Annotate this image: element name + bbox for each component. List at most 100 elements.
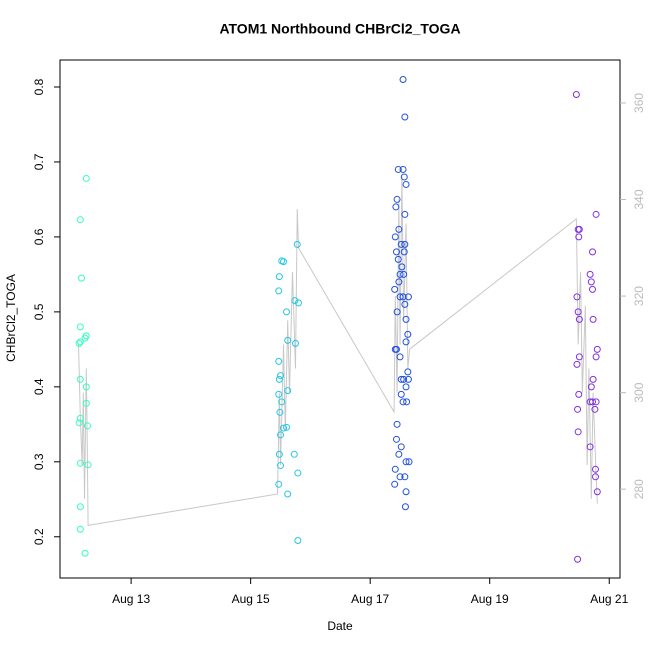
- point: [294, 469, 302, 477]
- point: [82, 383, 90, 391]
- point: [391, 285, 399, 293]
- point: [404, 330, 412, 338]
- point: [294, 299, 302, 307]
- point: [575, 225, 583, 233]
- point: [574, 405, 582, 413]
- point: [84, 461, 92, 469]
- point: [401, 300, 409, 308]
- point: [574, 308, 582, 316]
- point: [82, 399, 90, 407]
- point: [405, 458, 413, 466]
- point: [399, 398, 407, 406]
- point: [402, 338, 410, 346]
- point: [82, 174, 90, 182]
- point: [391, 233, 399, 241]
- point: [402, 488, 410, 496]
- y-tick-label: 0.6: [32, 228, 46, 245]
- point: [277, 431, 285, 439]
- point: [397, 375, 405, 383]
- point: [404, 293, 412, 301]
- point: [284, 490, 292, 498]
- point: [275, 287, 283, 295]
- point: [393, 420, 401, 428]
- point: [592, 398, 600, 406]
- point: [395, 278, 403, 286]
- point: [275, 450, 283, 458]
- point: [401, 503, 409, 511]
- point: [391, 465, 399, 473]
- point: [76, 459, 84, 467]
- point: [277, 462, 285, 470]
- x-tick-label: Aug 15: [232, 592, 270, 606]
- point: [593, 488, 601, 496]
- point: [391, 480, 399, 488]
- point: [275, 390, 283, 398]
- point: [404, 368, 412, 376]
- y2-tick-label: 340: [632, 189, 646, 209]
- point: [397, 240, 405, 248]
- point: [575, 353, 583, 361]
- point: [575, 315, 583, 323]
- point: [396, 353, 404, 361]
- y2-tick-label: 280: [632, 479, 646, 499]
- point: [400, 270, 408, 278]
- point: [394, 255, 402, 263]
- point: [277, 372, 285, 380]
- point: [396, 473, 404, 481]
- point: [589, 248, 597, 256]
- point: [76, 216, 84, 224]
- line: [78, 175, 598, 526]
- point: [587, 278, 595, 286]
- point: [400, 248, 408, 256]
- point: [294, 537, 302, 545]
- point: [76, 375, 84, 383]
- point: [276, 408, 284, 416]
- point: [394, 165, 402, 173]
- point: [291, 297, 299, 305]
- point: [592, 210, 600, 218]
- point: [283, 308, 291, 316]
- point: [575, 390, 583, 398]
- point: [592, 353, 600, 361]
- point: [395, 450, 403, 458]
- point: [402, 180, 410, 188]
- point: [76, 414, 84, 422]
- point: [396, 293, 404, 301]
- point: [392, 248, 400, 256]
- point: [586, 443, 594, 451]
- point: [573, 293, 581, 301]
- point: [291, 339, 299, 347]
- point: [275, 375, 283, 383]
- x-tick-label: Aug 21: [590, 592, 628, 606]
- y2-tick-label: 320: [632, 286, 646, 306]
- point: [81, 334, 89, 342]
- y-tick-label: 0.8: [32, 78, 46, 95]
- point: [280, 258, 288, 266]
- point: [402, 315, 410, 323]
- point: [396, 270, 404, 278]
- point: [284, 387, 292, 395]
- x-tick-label: Aug 13: [112, 592, 150, 606]
- point: [589, 285, 597, 293]
- y-tick-label: 0.2: [32, 528, 46, 545]
- point: [575, 233, 583, 241]
- y-tick-label: 0.3: [32, 453, 46, 470]
- point: [402, 383, 410, 391]
- point: [574, 428, 582, 436]
- point: [280, 424, 288, 432]
- y-tick-label: 0.7: [32, 153, 46, 170]
- point: [587, 383, 595, 391]
- point: [589, 375, 597, 383]
- point: [392, 435, 400, 443]
- point: [81, 549, 89, 557]
- point: [589, 315, 597, 323]
- point: [393, 195, 401, 203]
- point: [404, 375, 412, 383]
- y2-tick-label: 300: [632, 382, 646, 402]
- point: [397, 443, 405, 451]
- point: [293, 240, 301, 248]
- point: [76, 323, 84, 331]
- point: [392, 203, 400, 211]
- point: [401, 240, 409, 248]
